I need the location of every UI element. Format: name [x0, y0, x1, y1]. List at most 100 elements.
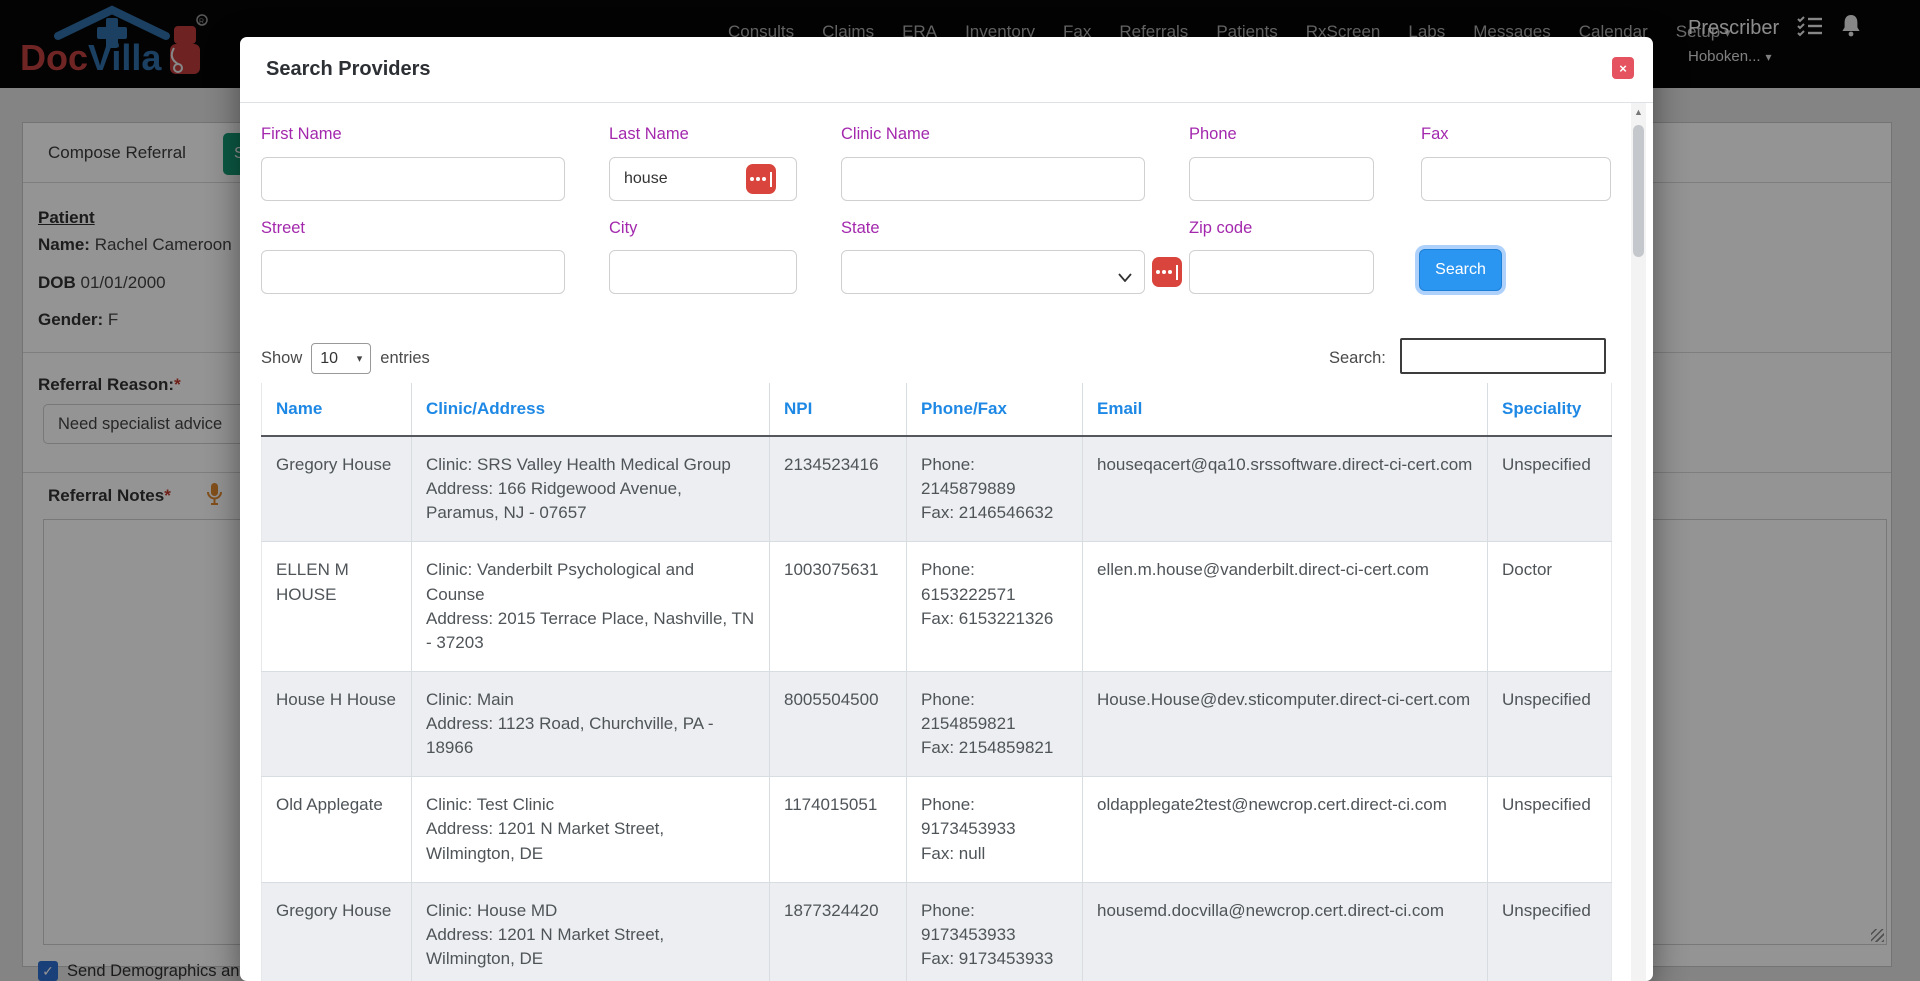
provider-npi: 2134523416 — [769, 436, 907, 543]
street-label: Street — [261, 219, 306, 237]
provider-clinic-address: Clinic: House MD Address: 1201 N Market S… — [411, 882, 770, 981]
chevron-down-icon: ▾ — [1724, 25, 1731, 40]
nav-item-messages[interactable]: Messages — [1473, 22, 1551, 41]
entries-label: entries — [380, 349, 430, 367]
tasks-icon[interactable] — [1797, 15, 1823, 42]
fax-label: Fax — [1421, 125, 1449, 143]
patient-heading: Patient — [38, 208, 95, 227]
chevron-down-icon: ▾ — [1765, 50, 1772, 64]
provider-npi: 1877324420 — [769, 882, 907, 981]
provider-npi: 1003075631 — [769, 541, 907, 672]
provider-npi: 8005504500 — [769, 671, 907, 778]
provider-row[interactable]: Gregory House Clinic: House MD Address: 12… — [261, 882, 1612, 981]
column-header-name[interactable]: Name — [261, 383, 412, 437]
chevron-down-icon: ▾ — [356, 353, 363, 365]
provider-clinic-address: Clinic: Vanderbilt Psychological and Cou… — [411, 541, 770, 672]
provider-phone-fax: Phone: 2145879889 Fax: 2146546632 — [906, 436, 1083, 543]
search-providers-modal: Search Providers × First Name Last Name … — [240, 37, 1653, 981]
password-manager-icon[interactable] — [746, 164, 776, 194]
nav-item-labs[interactable]: Labs — [1408, 22, 1446, 41]
city-label: City — [609, 219, 638, 237]
city-input[interactable] — [609, 250, 797, 294]
nav-item-inventory[interactable]: Inventory — [965, 22, 1035, 41]
nav-item-consults[interactable]: Consults — [728, 22, 795, 41]
send-demographics-label: Send Demographics an — [67, 961, 240, 980]
nav-item-setup[interactable]: Setup ▾ — [1675, 22, 1731, 41]
scrollbar-thumb[interactable] — [1633, 125, 1644, 257]
table-search-input[interactable] — [1400, 338, 1606, 374]
column-header-npi[interactable]: NPI — [769, 383, 907, 437]
patient-name: Name: Rachel Cameroon — [38, 235, 232, 254]
page-size-select[interactable]: 10 ▾ — [311, 343, 372, 374]
provider-email: House.House@dev.sticomputer.direct-ci-ce… — [1082, 671, 1488, 778]
column-header-clinic-address[interactable]: Clinic/Address — [411, 383, 770, 437]
provider-speciality: Unspecified — [1487, 671, 1612, 778]
send-demographics-row: ✓ Send Demographics an — [38, 961, 239, 981]
street-input[interactable] — [261, 250, 565, 294]
nav-item-rxscreen[interactable]: RxScreen — [1305, 22, 1381, 41]
docvilla-logo[interactable]: Doc Villa R — [8, 2, 218, 86]
chevron-down-icon — [1118, 269, 1132, 287]
referral-notes-label: Referral Notes* — [48, 486, 171, 505]
provider-npi: 1174015051 — [769, 776, 907, 883]
provider-phone-fax: Phone: 9173453933 Fax: 9173453933 — [906, 882, 1083, 981]
svg-text:R: R — [199, 19, 204, 26]
nav-item-fax[interactable]: Fax — [1063, 22, 1092, 41]
show-label: Show — [261, 349, 303, 367]
clinic-name-input[interactable] — [841, 157, 1145, 201]
microphone-icon[interactable] — [206, 482, 223, 511]
fax-input[interactable] — [1421, 157, 1611, 201]
nav-item-era[interactable]: ERA — [902, 22, 938, 41]
password-manager-icon[interactable] — [1152, 257, 1182, 287]
column-header-phone-fax[interactable]: Phone/Fax — [906, 383, 1083, 437]
send-demographics-checkbox[interactable]: ✓ — [38, 961, 58, 981]
provider-row[interactable]: Old Applegate Clinic: Test Clinic Address:… — [261, 776, 1612, 883]
provider-row[interactable]: House H House Clinic: Main Address: 1123 R… — [261, 671, 1612, 778]
user-menu[interactable]: Prescriber — [1688, 16, 1780, 39]
provider-name: Gregory House — [261, 882, 412, 981]
zip-code-label: Zip code — [1189, 219, 1253, 237]
svg-text:Doc: Doc — [20, 37, 88, 78]
provider-email: housemd.docvilla@newcrop.cert.direct-ci.… — [1082, 882, 1488, 981]
page-title: Compose Referral — [48, 143, 186, 162]
provider-row[interactable]: Gregory House Clinic: SRS Valley Health M… — [261, 436, 1612, 543]
provider-row[interactable]: ELLEN M HOUSE Clinic: Vanderbilt Psycholo… — [261, 541, 1612, 672]
provider-name: Gregory House — [261, 436, 412, 543]
scrollbar-up-arrow[interactable]: ▲ — [1634, 107, 1643, 117]
provider-speciality: Unspecified — [1487, 882, 1612, 981]
column-header-speciality[interactable]: Speciality — [1487, 383, 1612, 437]
nav-item-claims[interactable]: Claims — [822, 22, 875, 41]
phone-input[interactable] — [1189, 157, 1374, 201]
search-button[interactable]: Search — [1419, 249, 1502, 291]
close-button[interactable]: × — [1612, 57, 1634, 79]
first-name-input[interactable] — [261, 157, 565, 201]
modal-scrollbar[interactable]: ▲ — [1631, 103, 1646, 981]
nav-items: Consults Claims ERA Inventory Fax Referrals Pa… — [728, 22, 1731, 42]
table-search-label: Search: — [1329, 349, 1386, 367]
phone-label: Phone — [1189, 125, 1237, 143]
providers-table: Name Clinic/Address NPI Phone/Fax Email … — [261, 383, 1612, 981]
clinic-name-label: Clinic Name — [841, 125, 930, 143]
nav-item-patients[interactable]: Patients — [1216, 22, 1278, 41]
patient-dob: DOB 01/01/2000 — [38, 273, 166, 292]
table-header-row: Name Clinic/Address NPI Phone/Fax Email … — [261, 383, 1612, 437]
svg-text:Villa: Villa — [88, 37, 162, 78]
provider-email: ellen.m.house@vanderbilt.direct-ci-cert.… — [1082, 541, 1488, 672]
provider-speciality: Unspecified — [1487, 776, 1612, 883]
nav-item-calendar[interactable]: Calendar — [1578, 22, 1648, 41]
column-header-email[interactable]: Email — [1082, 383, 1488, 437]
resize-grip[interactable] — [1871, 929, 1884, 942]
state-select[interactable] — [841, 250, 1145, 294]
provider-clinic-address: Clinic: Test Clinic Address: 1201 N Marke… — [411, 776, 770, 883]
provider-name: Old Applegate — [261, 776, 412, 883]
docvilla-logo-graphic: Doc Villa R — [20, 5, 208, 78]
referral-reason-label: Referral Reason:* — [38, 375, 181, 394]
first-name-label: First Name — [261, 125, 342, 143]
bell-icon[interactable] — [1841, 14, 1861, 42]
modal-title: Search Providers — [266, 58, 431, 80]
nav-item-referrals[interactable]: Referrals — [1119, 22, 1189, 41]
provider-speciality: Unspecified — [1487, 436, 1612, 543]
location-dropdown[interactable]: Hoboken... ▾ — [1688, 48, 1772, 65]
zip-code-input[interactable] — [1189, 250, 1374, 294]
